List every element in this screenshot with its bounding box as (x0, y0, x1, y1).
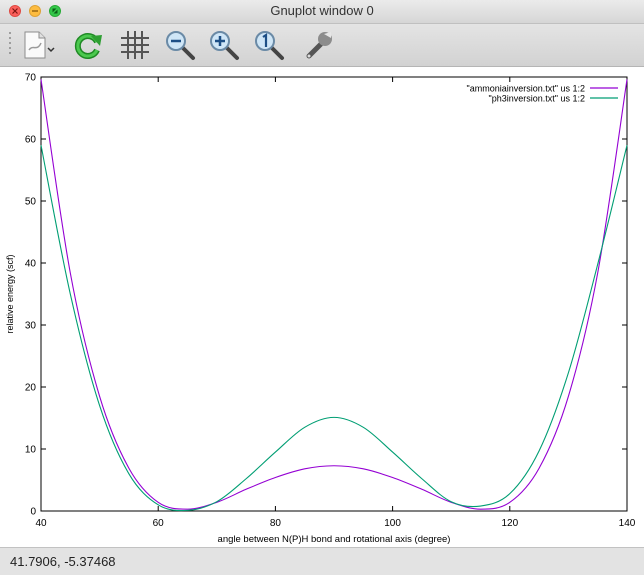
y-tick-label: 50 (25, 197, 37, 208)
series-line-2 (40, 145, 628, 512)
zoom-reset-button[interactable] (251, 27, 287, 63)
x-tick-label: 100 (384, 518, 401, 529)
window-title: Gnuplot window 0 (270, 3, 374, 18)
document-export-icon (24, 31, 55, 59)
y-tick-label: 20 (25, 383, 37, 394)
grid-button[interactable] (117, 27, 153, 63)
zoom-out-button[interactable] (162, 27, 198, 63)
zoom-out-icon (166, 31, 195, 60)
plot-area[interactable]: 40 60 80 100 120 140 0 10 20 30 40 50 60 70 relative … (0, 67, 644, 547)
y-tick-label: 70 (25, 73, 37, 84)
y-tick-label: 60 (25, 135, 37, 146)
wrench-icon (306, 32, 332, 59)
zoom-in-button[interactable] (206, 27, 242, 63)
toolbar (0, 24, 644, 67)
x-tick-label: 80 (270, 518, 282, 529)
fullscreen-icon (52, 8, 58, 14)
x-tick-label: 120 (501, 518, 518, 529)
export-button[interactable] (20, 27, 56, 63)
plot-frame (40, 76, 628, 512)
x-axis-label: angle between N(P)H bond and rotational … (218, 534, 451, 545)
legend: "ammoniainversion.txt" us 1:2"ph3inversi… (467, 84, 618, 104)
replot-button[interactable] (70, 27, 106, 63)
x-tick-label: 40 (35, 518, 47, 529)
zoom-in-icon (210, 31, 239, 60)
minimize-window-button[interactable] (29, 5, 41, 17)
zoom-reset-icon (255, 31, 284, 60)
y-tick-label: 40 (25, 259, 37, 270)
y-tick-label: 30 (25, 321, 37, 332)
refresh-icon (74, 33, 102, 59)
legend-label: "ammoniainversion.txt" us 1:2 (467, 84, 585, 94)
x-tick-label: 60 (153, 518, 165, 529)
energy-plot[interactable]: 40 60 80 100 120 140 0 10 20 30 40 50 60 70 relative … (0, 67, 644, 547)
toolbar-grip (9, 32, 11, 58)
minimize-icon (32, 10, 38, 12)
series-line-1 (40, 79, 628, 510)
zoom-window-button[interactable] (49, 5, 61, 17)
close-window-button[interactable] (9, 5, 21, 17)
close-icon (12, 8, 18, 14)
settings-button[interactable] (300, 27, 336, 63)
x-tick-label: 140 (619, 518, 636, 529)
y-axis-label: relative energy (scf) (5, 254, 15, 333)
title-bar: Gnuplot window 0 (0, 0, 644, 24)
status-bar: 41.7906, -5.37468 (0, 547, 644, 575)
cursor-coordinates: 41.7906, -5.37468 (10, 554, 116, 569)
y-tick-label: 0 (30, 507, 36, 518)
legend-label: "ph3inversion.txt" us 1:2 (489, 94, 585, 104)
grid-icon (121, 31, 149, 59)
y-tick-label: 10 (25, 445, 37, 456)
